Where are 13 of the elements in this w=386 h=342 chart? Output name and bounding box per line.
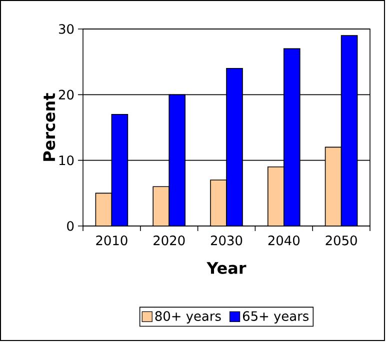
y-tick-label: 30 — [58, 24, 74, 34]
x-tick-label: 2050 — [326, 236, 357, 246]
x-tick-label: 2020 — [154, 236, 185, 246]
x-axis-title: Year — [206, 262, 246, 274]
legend-label: 65+ years — [242, 311, 309, 324]
y-tick-label: 20 — [58, 90, 74, 100]
y-axis-title: Percent — [43, 93, 56, 161]
x-tick-label: 2030 — [210, 236, 242, 246]
x-tick-label: 2010 — [96, 236, 128, 246]
legend-label: 80+ years — [155, 311, 221, 324]
x-tick-label: 2040 — [268, 236, 300, 246]
y-tick-label: 10 — [59, 155, 74, 166]
y-tick-label: 0 — [67, 221, 74, 231]
